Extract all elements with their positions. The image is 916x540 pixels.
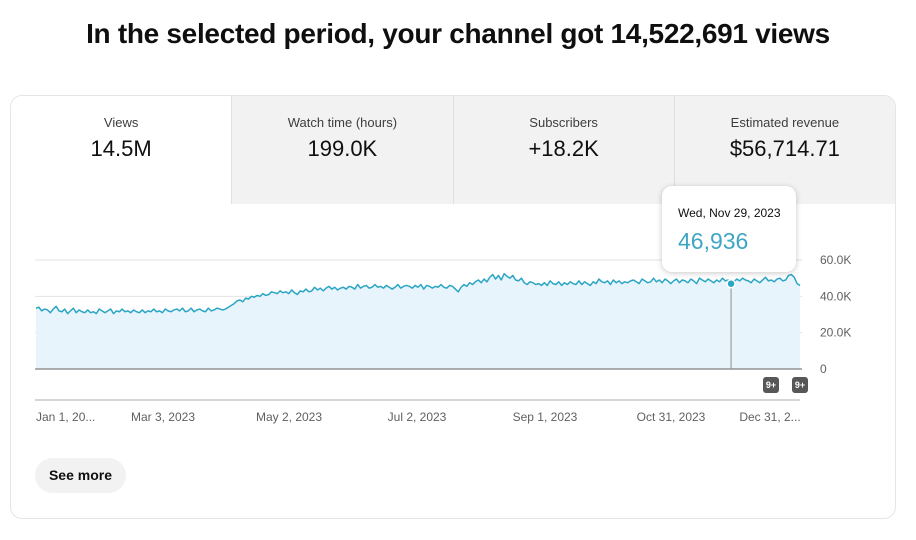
chart-tooltip: Wed, Nov 29, 2023 46,936 — [662, 186, 796, 272]
x-tick-label: Sep 1, 2023 — [513, 410, 578, 424]
tab-subscribers-label: Subscribers — [529, 115, 598, 130]
tooltip-value: 46,936 — [678, 228, 749, 254]
tab-watch-time-value: 199.0K — [307, 136, 378, 161]
hover-point — [726, 278, 736, 289]
x-tick-label: May 2, 2023 — [256, 410, 322, 424]
page-headline: In the selected period, your channel got… — [86, 18, 830, 49]
tab-watch-time-label: Watch time (hours) — [287, 115, 398, 130]
see-more-button[interactable]: See more — [35, 458, 126, 493]
tab-watch-time[interactable]: Watch time (hours) 199.0K — [231, 96, 453, 204]
tab-subscribers[interactable]: Subscribers +18.2K — [452, 96, 674, 204]
views-series-line — [35, 272, 801, 315]
tab-views-label: Views — [103, 115, 139, 130]
milestone-badge[interactable]: 9+ — [763, 377, 779, 393]
tab-subscribers-value: +18.2K — [528, 136, 599, 161]
y-tick-label: 60.0K — [820, 253, 851, 267]
x-tick-label: Dec 31, 2... — [739, 410, 800, 424]
views-area-fill — [36, 273, 800, 369]
metric-tabs: Views 14.5M Watch time (hours) 199.0K Su… — [11, 96, 895, 204]
tab-revenue-value: $56,714.71 — [729, 136, 840, 161]
y-tick-label: 0 — [820, 362, 827, 376]
y-tick-label: 40.0K — [820, 289, 851, 303]
x-tick-label: Jan 1, 20... — [36, 410, 95, 424]
tab-revenue-label: Estimated revenue — [730, 115, 840, 130]
y-tick-label: 20.0K — [820, 326, 851, 340]
x-tick-label: Mar 3, 2023 — [131, 410, 195, 424]
tooltip-date: Wed, Nov 29, 2023 — [678, 206, 781, 220]
x-tick-label: Oct 31, 2023 — [637, 410, 706, 424]
tab-views-value: 14.5M — [90, 136, 152, 161]
milestone-badge[interactable]: 9+ — [792, 377, 808, 393]
x-tick-label: Jul 2, 2023 — [388, 410, 447, 424]
tab-views[interactable]: Views 14.5M — [11, 96, 232, 204]
